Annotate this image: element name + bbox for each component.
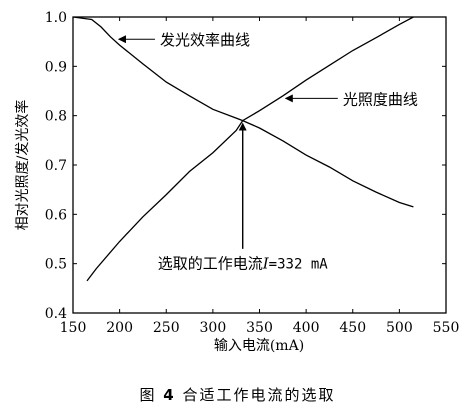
x-tick-label: 400 <box>293 320 320 336</box>
y-tick-label: 0.6 <box>45 207 67 223</box>
x-tick-label: 150 <box>60 320 87 336</box>
y-tick-label: 0.9 <box>45 59 67 75</box>
y-axis-label: 相对光照度/发光效率 <box>14 100 31 231</box>
annotation-working-current-var: I <box>262 255 270 273</box>
x-tick-label: 450 <box>339 320 366 336</box>
series-group <box>73 17 414 282</box>
annotation-efficiency-curve: 发光效率曲线 <box>160 31 250 49</box>
y-tick-label: 0.5 <box>45 257 67 273</box>
x-tick-label: 300 <box>200 320 227 336</box>
series-luminous-efficiency-line <box>73 17 414 208</box>
figure-caption: 图 4 合适工作电流的选取 <box>0 384 475 405</box>
annotation-working-current-suffix: =332 mA <box>269 257 329 273</box>
x-tick-label: 550 <box>433 320 460 336</box>
x-tick-label: 250 <box>153 320 180 336</box>
y-tick-label: 1.0 <box>45 10 67 26</box>
y-tick-label: 0.7 <box>45 158 67 174</box>
y-tick-label: 0.8 <box>45 109 67 125</box>
annotation-working-current-prefix: 选取的工作电流 <box>158 255 263 273</box>
caption-number: 4 <box>163 386 176 404</box>
series-illuminance-line <box>86 17 414 282</box>
x-tick-label: 350 <box>246 320 273 336</box>
x-tick-label: 200 <box>106 320 133 336</box>
annotation-working-current: 选取的工作电流I=332 mA <box>158 255 329 273</box>
x-axis-label: 输入电流(mA) <box>214 338 304 354</box>
x-tick-label: 500 <box>386 320 413 336</box>
axis-ticks: 150 200 250 300 350 400 450 500 550 0.4 0.5 0.6 0.7 0… <box>45 10 460 336</box>
caption-prefix: 图 <box>139 386 157 404</box>
caption-text: 合适工作电流的选取 <box>182 386 336 404</box>
y-tick-label: 0.4 <box>45 306 67 322</box>
annotation-illuminance-curve: 光照度曲线 <box>343 90 418 108</box>
